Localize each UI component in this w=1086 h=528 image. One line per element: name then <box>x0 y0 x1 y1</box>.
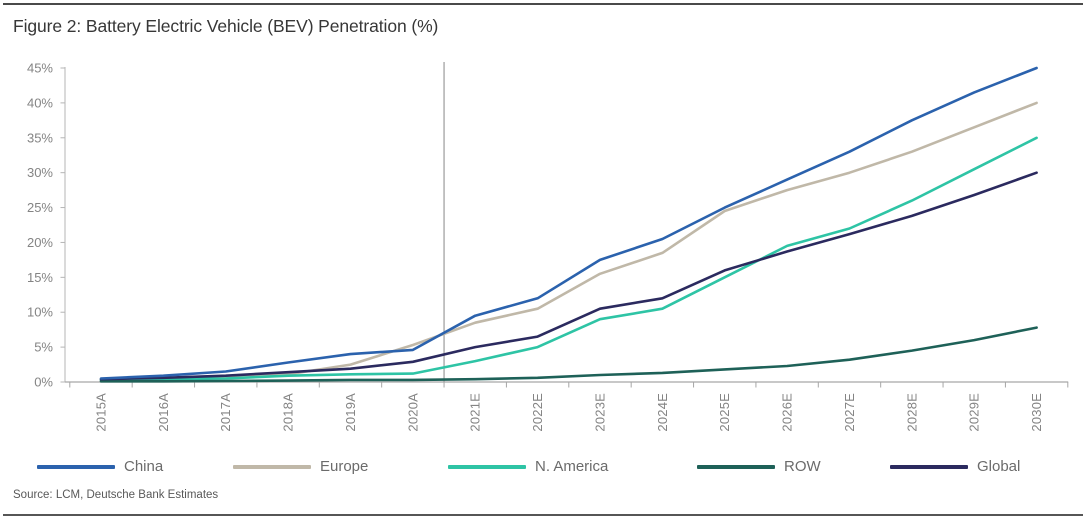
y-tick-label: 25% <box>27 200 53 215</box>
top-divider <box>3 3 1083 5</box>
legend-item-europe: Europe <box>233 457 368 477</box>
legend-swatch-global <box>890 465 968 469</box>
legend-swatch-china <box>37 465 115 469</box>
legend-label: N. America <box>535 458 609 475</box>
y-tick-label: 45% <box>27 61 53 76</box>
x-tick-label: 2021E <box>468 393 483 432</box>
x-tick-label: 2019A <box>343 393 358 432</box>
legend-swatch-n-america <box>448 465 526 469</box>
x-tick-label: 2026E <box>780 393 795 432</box>
legend-item-n-america: N. America <box>448 457 608 477</box>
series-line-n-america <box>99 136 1038 382</box>
x-tick-label: 2030E <box>1029 393 1044 432</box>
x-tick-label: 2025E <box>717 393 732 432</box>
y-tick-label: 35% <box>27 130 53 145</box>
x-tick-label: 2028E <box>904 393 919 432</box>
x-tick-label: 2024E <box>655 393 670 432</box>
y-tick-label: 40% <box>27 95 53 110</box>
legend-item-china: China <box>37 457 163 477</box>
y-tick-label: 30% <box>27 165 53 180</box>
legend-label: Europe <box>320 458 369 475</box>
legend-item-row: ROW <box>697 457 821 477</box>
legend-swatch-row <box>697 465 775 469</box>
legend-label: China <box>124 458 164 475</box>
chart-legend: China Europe N. America ROW Global <box>0 457 1086 477</box>
figure-title: Figure 2: Battery Electric Vehicle (BEV)… <box>13 16 439 36</box>
source-note: Source: LCM, Deutsche Bank Estimates <box>13 489 219 501</box>
x-tick-label: 2018A <box>281 393 296 432</box>
x-tick-label: 2029E <box>967 393 982 432</box>
legend-swatch-europe <box>233 465 311 469</box>
series-line-global <box>99 171 1038 381</box>
legend-label: ROW <box>784 458 821 475</box>
x-tick-label: 2022E <box>530 393 545 432</box>
y-tick-label: 10% <box>27 305 53 320</box>
x-tick-label: 2023E <box>592 393 607 432</box>
y-tick-label: 20% <box>27 235 53 250</box>
series-line-row <box>99 326 1038 383</box>
x-tick-label: 2020A <box>405 393 420 432</box>
bottom-divider <box>3 514 1083 516</box>
legend-item-global: Global <box>890 457 1020 477</box>
x-tick-label: 2015A <box>93 393 108 432</box>
x-tick-label: 2016A <box>156 393 171 432</box>
series-line-china <box>99 66 1038 380</box>
legend-label: Global <box>977 458 1021 475</box>
y-tick-label: 15% <box>27 270 53 285</box>
bev-penetration-line-chart: 0% 5% 10% 15% 20% 25% 30% 35% 40% 45% 2015A 2016A 20… <box>27 61 1069 432</box>
series-line-europe <box>99 101 1038 382</box>
y-tick-label: 0% <box>34 375 53 390</box>
x-tick-label: 2027E <box>842 393 857 432</box>
y-tick-label: 5% <box>34 340 53 355</box>
x-tick-label: 2017A <box>218 393 233 432</box>
